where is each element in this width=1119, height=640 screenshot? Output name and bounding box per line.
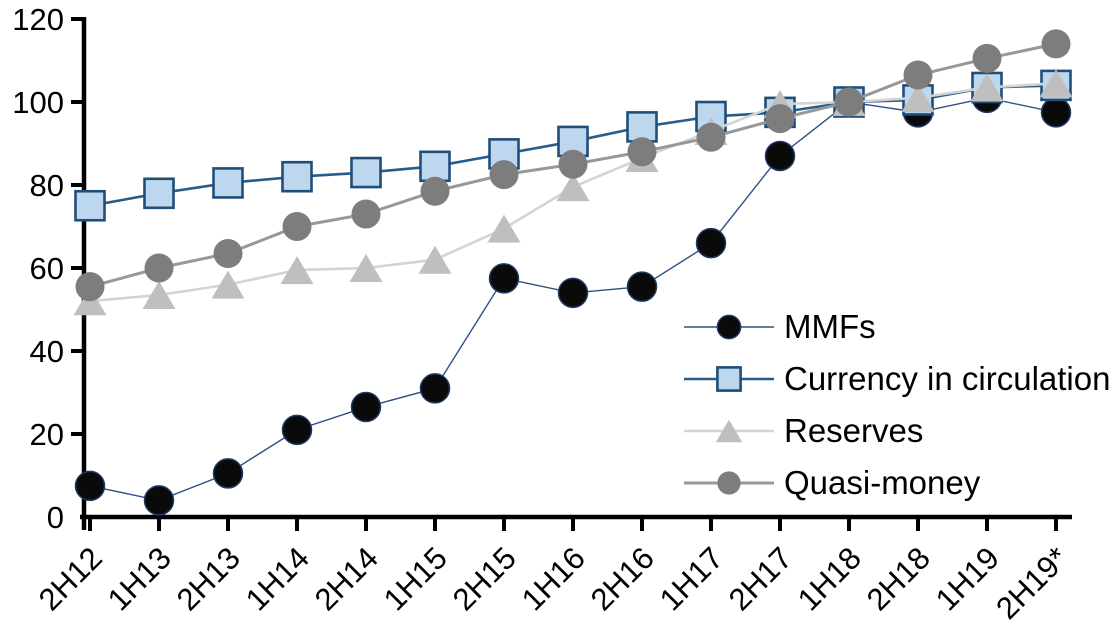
x-tick-label: 1H18 bbox=[791, 540, 868, 617]
legend-item: Currency in circulation bbox=[684, 360, 1110, 397]
y-tick-label: 120 bbox=[12, 2, 64, 37]
x-tick-label: 1H16 bbox=[515, 540, 592, 617]
legend-item: MMFs bbox=[684, 308, 876, 345]
x-tick-label: 2H13 bbox=[170, 540, 247, 617]
marker-triangle bbox=[211, 270, 245, 299]
x-tick-label: 1H13 bbox=[101, 540, 178, 617]
legend-item: Quasi-money bbox=[684, 464, 981, 501]
marker-circle bbox=[695, 227, 727, 259]
legend-label: Currency in circulation bbox=[784, 360, 1110, 397]
x-tick-label: 2H19* bbox=[989, 540, 1075, 626]
marker-square bbox=[74, 189, 106, 222]
marker-circle bbox=[717, 471, 741, 495]
marker-square bbox=[281, 160, 313, 193]
x-tick-label: 1H17 bbox=[653, 540, 730, 617]
marker-square bbox=[716, 366, 742, 392]
marker-triangle bbox=[142, 280, 176, 309]
marker-circle bbox=[557, 277, 589, 309]
marker-triangle bbox=[349, 254, 383, 282]
y-tick-label: 60 bbox=[30, 251, 64, 286]
marker-circle bbox=[74, 470, 106, 502]
marker-circle bbox=[488, 263, 520, 294]
x-tick-label: 2H12 bbox=[32, 540, 109, 617]
y-tick-label: 100 bbox=[12, 85, 64, 120]
marker-circle bbox=[489, 160, 519, 190]
marker-circle bbox=[143, 485, 175, 516]
marker-circle bbox=[282, 212, 312, 241]
marker-circle bbox=[903, 60, 933, 90]
marker-triangle bbox=[1039, 69, 1073, 98]
x-tick-label: 2H16 bbox=[584, 540, 661, 617]
marker-circle bbox=[627, 137, 657, 167]
marker-circle bbox=[834, 87, 864, 117]
marker-triangle bbox=[901, 83, 935, 112]
marker-triangle bbox=[487, 214, 521, 243]
marker-triangle bbox=[970, 73, 1004, 102]
marker-circle bbox=[213, 238, 243, 268]
marker-circle bbox=[350, 391, 382, 423]
marker-triangle bbox=[280, 256, 314, 285]
series-reserves bbox=[73, 69, 1073, 316]
series-quasi-money bbox=[75, 29, 1071, 302]
marker-circle bbox=[765, 104, 795, 134]
marker-circle bbox=[764, 140, 796, 172]
marker-circle bbox=[558, 149, 588, 179]
y-tick-label: 0 bbox=[47, 500, 64, 535]
marker-circle bbox=[696, 122, 726, 152]
marker-circle bbox=[144, 253, 174, 283]
legend-label: MMFs bbox=[784, 308, 876, 345]
marker-square bbox=[350, 156, 382, 189]
marker-circle bbox=[420, 176, 450, 206]
marker-square bbox=[419, 150, 451, 183]
legend-item: Reserves bbox=[684, 412, 923, 449]
legend-label: Reserves bbox=[784, 412, 923, 449]
marker-triangle bbox=[418, 245, 452, 274]
marker-circle bbox=[626, 271, 658, 302]
marker-circle bbox=[716, 314, 742, 340]
y-tick-label: 80 bbox=[30, 168, 64, 203]
x-tick-label: 2H17 bbox=[722, 540, 799, 617]
y-tick-label: 40 bbox=[30, 334, 64, 369]
marker-circle bbox=[1041, 29, 1071, 59]
marker-circle bbox=[212, 458, 244, 489]
marker-circle bbox=[281, 414, 313, 446]
marker-circle bbox=[972, 43, 1002, 73]
marker-triangle bbox=[556, 173, 590, 202]
x-tick-label: 1H14 bbox=[239, 540, 316, 617]
marker-triangle bbox=[73, 287, 107, 316]
y-tick-label: 20 bbox=[30, 417, 64, 452]
legend: MMFs Currency in circulation Reserves Quasi… bbox=[684, 308, 1110, 501]
marker-square bbox=[212, 167, 244, 199]
legend-label: Quasi-money bbox=[784, 464, 981, 501]
x-tick-label: 2H14 bbox=[308, 540, 385, 617]
marker-circle bbox=[351, 199, 381, 229]
x-tick-label: 2H18 bbox=[860, 540, 937, 617]
marker-triangle bbox=[715, 419, 743, 443]
marker-circle bbox=[419, 373, 451, 404]
marker-circle bbox=[1040, 97, 1072, 128]
marker-square bbox=[626, 111, 658, 143]
marker-square bbox=[143, 177, 175, 210]
x-tick-label: 2H15 bbox=[446, 540, 523, 617]
x-tick-label: 1H15 bbox=[377, 540, 454, 617]
marker-circle bbox=[75, 272, 105, 302]
